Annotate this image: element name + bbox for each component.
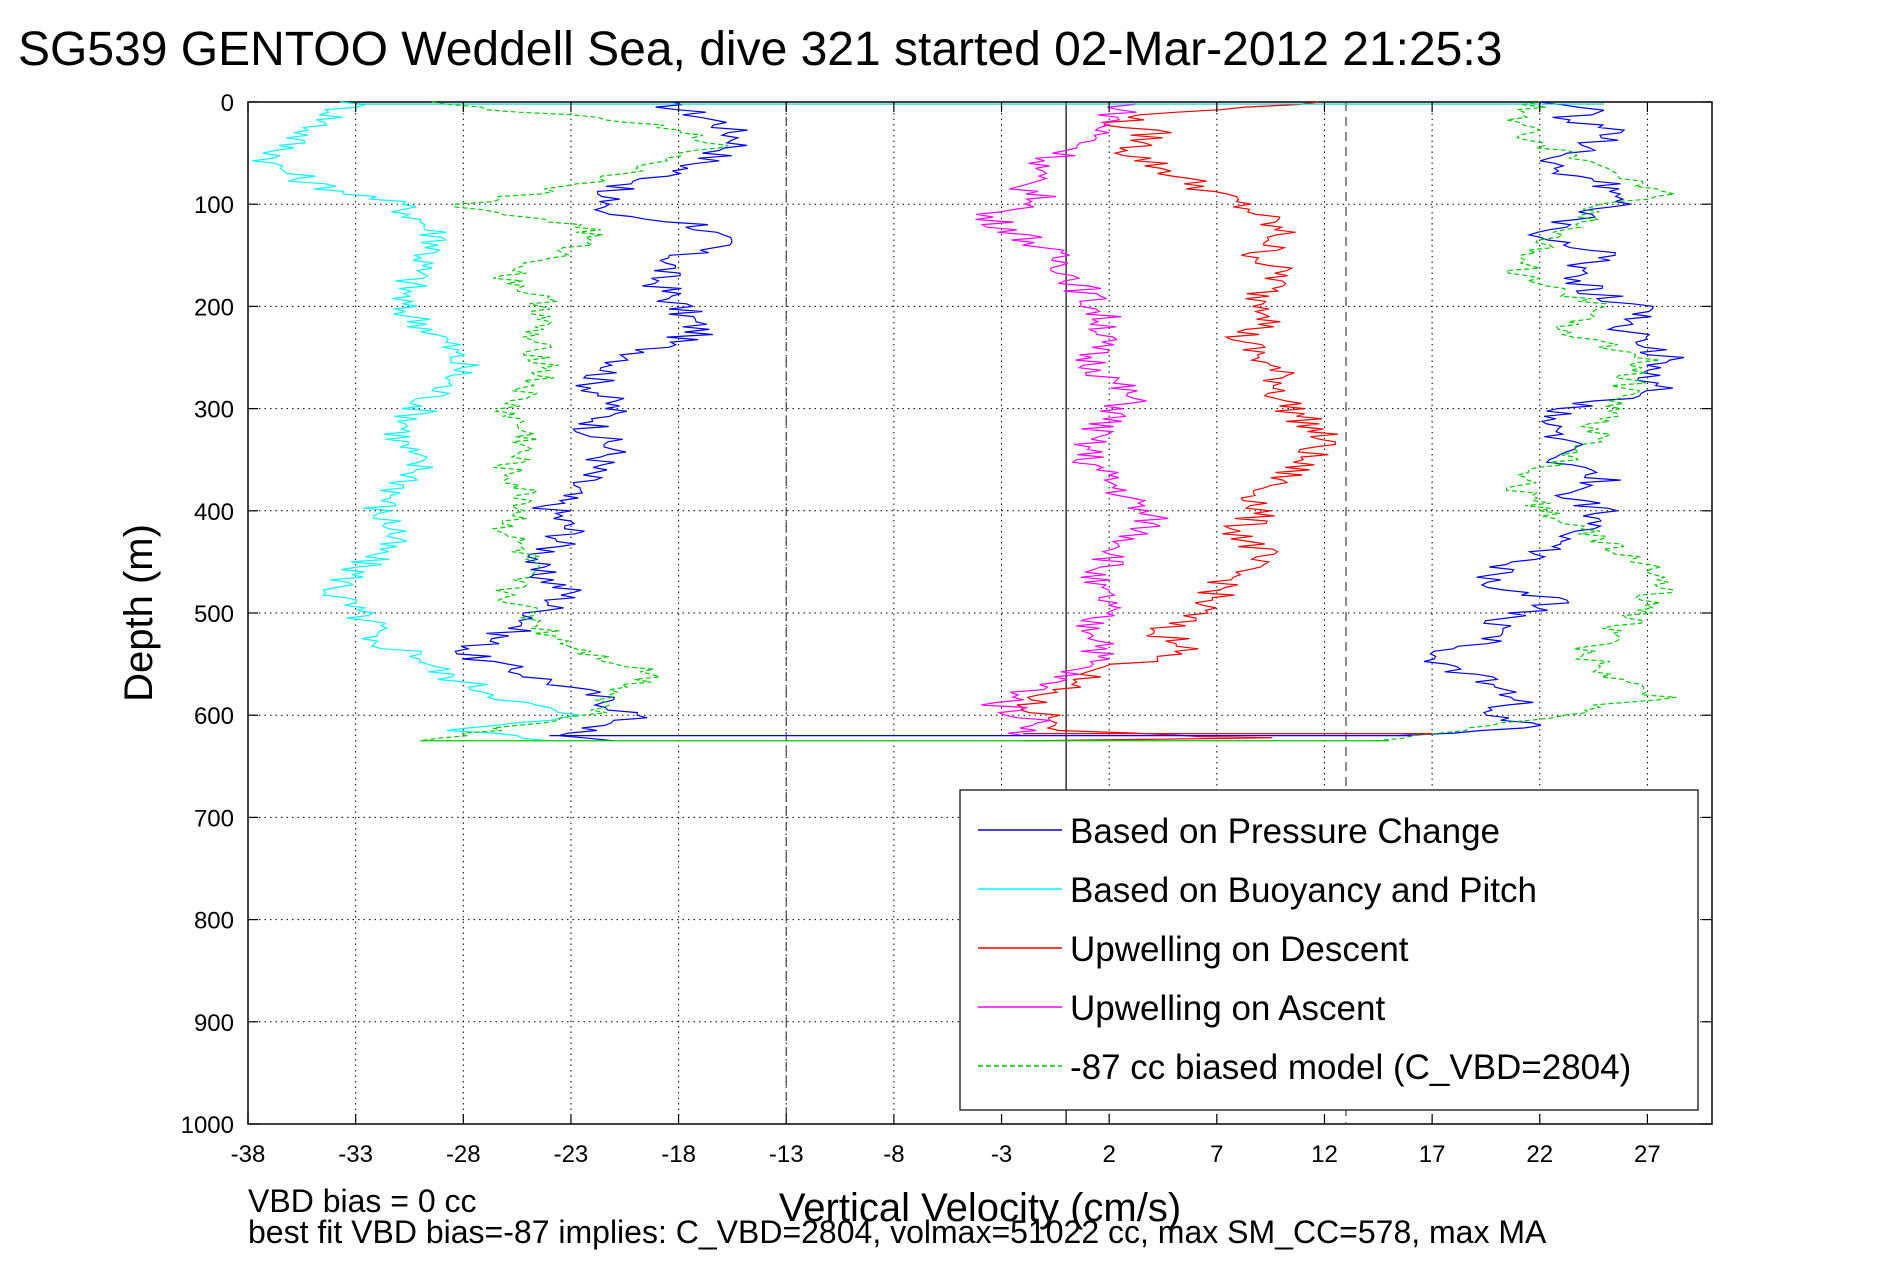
y-tick-label: 300 [194,397,234,424]
y-tick-label: 200 [194,294,234,321]
x-axis-label: Vertical Velocity (cm/s) [779,1186,1181,1230]
series-3 [1016,101,1339,742]
series-line [975,101,1169,737]
series-4 [975,101,1169,737]
series-group [252,101,1685,742]
x-tick-label: -3 [991,1141,1012,1168]
footer-line-1: VBD bias = 0 cc [248,1183,477,1219]
series-line [1396,101,1685,737]
series-line [420,101,729,742]
x-axis-ticks: -38 -33 -28 -23 -18 -13 -8 -3 2 7 12 17 22 27 [231,102,1661,1168]
y-tick-label: 100 [194,192,234,219]
y-tick-label: 1000 [181,1112,234,1139]
x-tick-label: -18 [661,1141,696,1168]
legend-label: Based on Buoyancy and Pitch [1070,871,1537,910]
series-2 [252,101,580,742]
series-line [454,101,748,742]
x-tick-label: -38 [231,1141,266,1168]
series-1 [454,101,1685,742]
y-tick-label: 500 [194,601,234,628]
x-tick-label: 12 [1311,1141,1338,1168]
x-tick-label: -23 [554,1141,589,1168]
y-tick-label: 700 [194,805,234,832]
y-tick-label: 900 [194,1010,234,1037]
x-tick-label: 27 [1634,1141,1661,1168]
x-tick-label: -33 [338,1141,373,1168]
legend-label: Upwelling on Ascent [1070,989,1385,1028]
legend: Based on Pressure Change Based on Buoyanc… [959,789,1699,1111]
y-axis-label: Depth (m) [117,524,161,702]
y-axis-ticks: 0 100 200 300 400 500 600 700 800 900 1000 [181,90,1712,1139]
y-tick-label: 800 [194,908,234,935]
x-tick-label: 17 [1419,1141,1446,1168]
legend-label: -87 cc biased model (C_VBD=2804) [1070,1048,1631,1087]
x-tick-label: 7 [1210,1141,1223,1168]
y-tick-label: 600 [194,703,234,730]
series-5 [420,101,1677,742]
y-tick-label: 400 [194,499,234,526]
legend-label: Upwelling on Descent [1070,930,1409,969]
legend-box [959,789,1699,1111]
x-tick-label: -8 [883,1141,904,1168]
legend-label: Based on Pressure Change [1070,812,1500,851]
y-tick-label: 0 [221,90,234,117]
x-tick-label: -28 [446,1141,481,1168]
chart-title: SG539 GENTOO Weddell Sea, dive 321 start… [18,23,1502,76]
series-line [252,101,580,742]
x-tick-label: 22 [1526,1141,1553,1168]
x-tick-label: -13 [769,1141,804,1168]
footer-line-2: best fit VBD bias=-87 implies: C_VBD=280… [248,1214,1547,1250]
series-line [1016,101,1339,742]
x-tick-label: 2 [1102,1141,1115,1168]
